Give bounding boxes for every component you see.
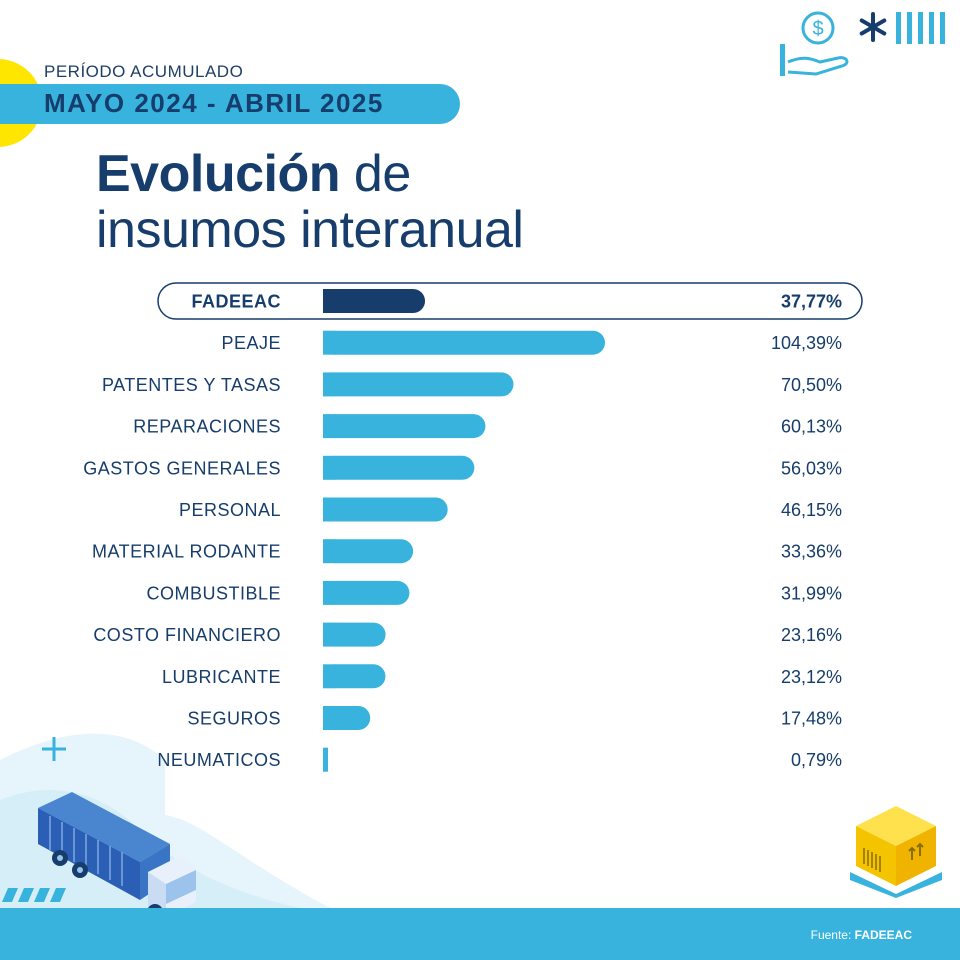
highlight-row-outline <box>157 282 863 320</box>
bar-left-cap <box>323 289 335 313</box>
bar-left-cap <box>323 372 335 397</box>
value-label: 31,99% <box>781 583 842 603</box>
bar-lubricante <box>323 664 386 689</box>
footer-bar <box>0 908 960 960</box>
bar-material-rodante <box>323 539 414 564</box>
bar-fadeeac <box>323 289 426 313</box>
category-label: PERSONAL <box>179 500 281 520</box>
value-label: 23,12% <box>781 667 842 687</box>
bar-left-cap <box>323 580 335 605</box>
category-label: PEAJE <box>221 333 281 353</box>
bar-personal <box>323 497 448 522</box>
value-label: 56,03% <box>781 458 842 478</box>
bar-gastos-generales <box>323 455 475 480</box>
value-label: 46,15% <box>781 500 842 520</box>
category-label: COMBUSTIBLE <box>146 583 281 603</box>
value-label: 37,77% <box>781 292 842 312</box>
stripes-icon <box>896 12 945 44</box>
category-label: LUBRICANTE <box>162 667 281 687</box>
bar-left-cap <box>323 664 335 689</box>
asterisk-icon <box>859 12 887 42</box>
bar-patentes-y-tasas <box>323 372 514 397</box>
bar-left-cap <box>323 330 335 355</box>
bar-combustible <box>323 580 410 605</box>
bar-left-cap <box>323 455 335 480</box>
bar-peaje <box>323 330 605 355</box>
svg-text:$: $ <box>812 18 823 40</box>
category-label: NEUMATICOS <box>157 750 281 770</box>
value-label: 17,48% <box>781 709 842 729</box>
category-label: REPARACIONES <box>133 417 281 437</box>
period-label: PERÍODO ACUMULADO <box>44 62 244 81</box>
value-label: 23,16% <box>781 625 842 645</box>
box-on-pallet-icon <box>850 806 942 898</box>
title-rest: de <box>339 145 411 203</box>
category-label: PATENTES Y TASAS <box>102 375 281 395</box>
bar-left-cap <box>323 539 335 564</box>
period-pill <box>0 84 460 124</box>
title-line2: insumos interanual <box>96 201 524 259</box>
period-range: MAYO 2024 - ABRIL 2025 <box>44 88 384 118</box>
bar-reparaciones <box>323 414 486 439</box>
page-title: Evolución de insumos interanual <box>96 145 524 259</box>
value-label: 104,39% <box>771 333 842 353</box>
category-label: COSTO FINANCIERO <box>93 625 281 645</box>
value-label: 60,13% <box>781 417 842 437</box>
bar-left-cap <box>323 497 335 522</box>
value-label: 0,79% <box>791 750 842 770</box>
title-bold: Evolución <box>96 145 340 203</box>
source-note: Fuente: FADEEAC <box>811 928 912 942</box>
category-label: SEGUROS <box>187 709 281 729</box>
category-label: GASTOS GENERALES <box>83 458 281 478</box>
category-label: FADEEAC <box>191 292 281 312</box>
money-hand-icon: $ <box>780 11 849 76</box>
bar-chart: FADEEAC 37,77% PEAJE 104,39% PATENTES Y TASA… <box>83 282 863 772</box>
truck-icon <box>2 792 196 920</box>
bar-left-cap <box>323 747 328 772</box>
bar-costo-financiero <box>323 622 386 647</box>
source-name: FADEEAC <box>854 928 912 942</box>
bar-left-cap <box>323 414 335 439</box>
category-label: MATERIAL RODANTE <box>92 542 281 562</box>
plus-icon <box>42 737 66 761</box>
bar-left-cap <box>323 706 335 730</box>
value-label: 33,36% <box>781 542 842 562</box>
value-label: 70,50% <box>781 375 842 395</box>
source-label: Fuente: <box>810 928 855 942</box>
bar-left-cap <box>323 622 335 647</box>
